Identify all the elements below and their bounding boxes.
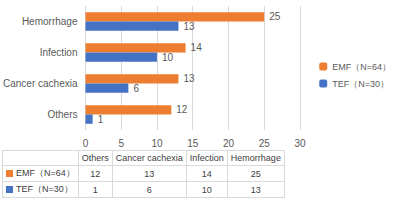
svg-text:0: 0 [83, 138, 89, 149]
html-text:EMF（N=64）: EMF（N=64） [16, 168, 75, 178]
svg-text:10: 10 [162, 52, 174, 63]
svg-text:13: 13 [183, 21, 195, 32]
html-text:Infection: Infection [189, 153, 224, 163]
html-text:14: 14 [201, 168, 212, 179]
html-text:25: 25 [250, 168, 261, 179]
html-text:13: 13 [250, 184, 261, 195]
html-text:10: 10 [201, 184, 212, 195]
svg-text:Cancer cachexia: Cancer cachexia [3, 78, 78, 89]
html-text:12: 12 [90, 168, 101, 179]
html-text:Cancer cachexia: Cancer cachexia [115, 153, 183, 163]
svg-text:14: 14 [191, 42, 203, 53]
svg-text:13: 13 [183, 73, 195, 84]
html-text:TEF（N=30）: TEF（N=30） [16, 184, 73, 194]
svg-text:1: 1 [98, 114, 104, 125]
svg-text:10: 10 [151, 138, 163, 149]
html-text:6: 6 [146, 184, 152, 195]
svg-text:12: 12 [176, 104, 188, 115]
html-text:Hemorrhage: Hemorrhage [230, 153, 281, 163]
html-text:Others: Others [81, 153, 109, 163]
svg-text:Hemorrhage: Hemorrhage [22, 16, 78, 27]
svg-text:15: 15 [187, 138, 199, 149]
svg-text:TEF（N=30）: TEF（N=30） [332, 79, 389, 89]
svg-text:25: 25 [269, 11, 281, 22]
svg-text:20: 20 [223, 138, 235, 149]
html-text:1: 1 [92, 184, 98, 195]
svg-text:25: 25 [259, 138, 271, 149]
svg-text:EMF（N=64）: EMF（N=64） [332, 62, 391, 72]
svg-text:Others: Others [47, 109, 77, 120]
svg-text:Infection: Infection [40, 47, 78, 58]
svg-text:5: 5 [118, 138, 124, 149]
svg-text:6: 6 [133, 83, 139, 94]
html-text:13: 13 [144, 168, 155, 179]
svg-text:30: 30 [294, 138, 306, 149]
